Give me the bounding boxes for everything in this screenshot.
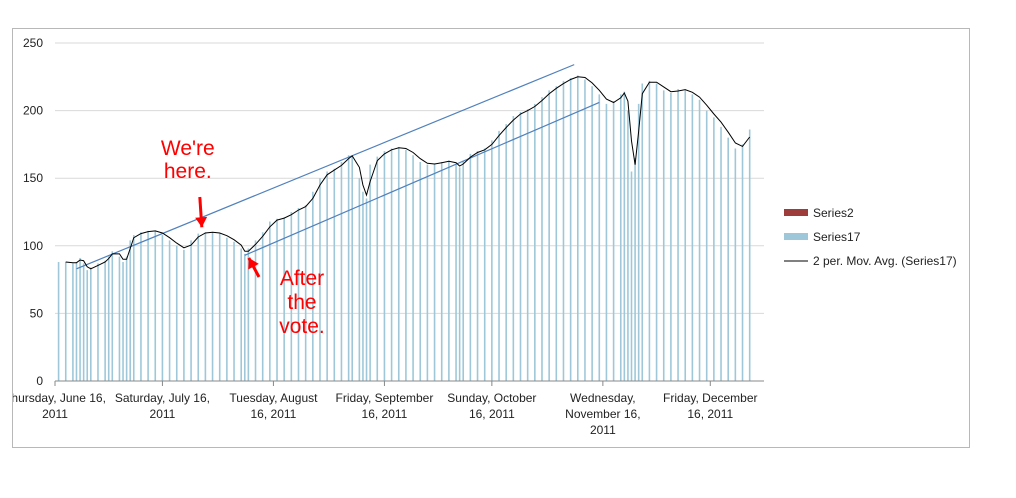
annotations: We're here. After the vote. <box>161 137 325 338</box>
annotation-we-are-here: We're here. <box>161 137 215 183</box>
x-tick-label: Friday, September 16, 2011 <box>336 391 434 421</box>
y-tick-label: 50 <box>30 306 44 320</box>
arrow-head <box>248 257 259 270</box>
legend-swatch-series17 <box>784 233 808 240</box>
x-tick-label: Thursday, June 16, 2011 <box>13 391 106 421</box>
x-tick-label-line: Wednesday, <box>570 391 636 405</box>
legend: Series2 Series17 2 per. Mov. Avg. (Series1… <box>784 206 957 268</box>
x-tick-label: Tuesday, August 16, 2011 <box>229 391 318 421</box>
x-tick-label: Friday, December 16, 2011 <box>663 391 757 421</box>
chart-frame: 0 50 100 150 200 250 Thursday, June 16, 2011 Sat… <box>12 28 970 448</box>
moving-average-line <box>65 76 751 270</box>
annotation-after-the-vote: After the vote. <box>279 267 325 338</box>
grid-lines <box>55 42 764 314</box>
y-tick-label: 0 <box>36 374 43 388</box>
x-tick-label: Sunday, October 16, 2011 <box>447 391 536 421</box>
x-tick-label-line: 16, 2011 <box>362 407 408 421</box>
y-tick-label: 100 <box>23 239 43 253</box>
series17-bars <box>57 75 751 381</box>
x-tick-label-line: 16, 2011 <box>469 407 515 421</box>
legend-label: 2 per. Mov. Avg. (Series17) <box>813 254 957 268</box>
legend-swatch-series2 <box>784 209 808 216</box>
x-tick-label-line: 16, 2011 <box>251 407 297 421</box>
trendline <box>244 101 600 256</box>
x-tick-label-line: Friday, September <box>336 391 434 405</box>
x-tick-label-line: Sunday, October <box>447 391 536 405</box>
annotation-line: After <box>280 267 324 290</box>
arrow-head <box>195 216 208 228</box>
legend-label: Series17 <box>813 230 861 244</box>
x-tick-label-line: Thursday, June 16, <box>13 391 106 405</box>
x-tick-label-line: 2011 <box>150 407 176 421</box>
trendline <box>76 64 575 270</box>
x-tick-label-line: 2011 <box>590 423 616 437</box>
x-tick-label-line: 16, 2011 <box>687 407 733 421</box>
annotation-line: vote. <box>279 315 325 338</box>
annotation-line: We're <box>161 137 215 160</box>
annotation-arrow-after-the-vote <box>247 257 261 278</box>
moving-average-layer <box>65 76 751 270</box>
trendlines <box>76 64 600 270</box>
annotation-line: the <box>287 291 316 314</box>
x-tick-label: Saturday, July 16, 2011 <box>115 391 210 421</box>
x-tick-label-line: Saturday, July 16, <box>115 391 210 405</box>
y-tick-label: 200 <box>23 104 43 118</box>
x-tick-label: Wednesday, November 16, 2011 <box>565 391 640 437</box>
y-tick-label: 150 <box>23 171 43 185</box>
y-tick-label: 250 <box>23 36 43 50</box>
x-tick-label-line: Tuesday, August <box>229 391 318 405</box>
annotation-line: here. <box>164 160 212 183</box>
x-tick-label-line: Friday, December <box>663 391 757 405</box>
x-tick-label-line: November 16, <box>565 407 640 421</box>
x-tick-label-line: 2011 <box>42 407 68 421</box>
annotation-arrow-we-are-here <box>195 196 208 228</box>
legend-label: Series2 <box>813 206 854 220</box>
